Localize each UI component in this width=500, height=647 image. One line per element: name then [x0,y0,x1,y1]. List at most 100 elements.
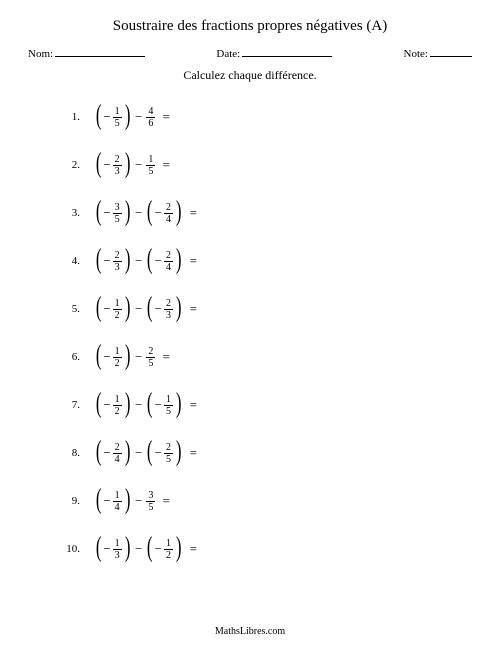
equals-sign: = [159,157,170,173]
expression: (−15)−46 = [94,106,173,129]
negative-sign: − [103,493,110,509]
problem-number: 5. [56,303,80,315]
negative-sign: − [155,397,162,413]
denominator: 2 [113,310,122,321]
negative-sign: − [103,445,110,461]
equals-sign: = [186,253,197,269]
numerator: 3 [113,202,122,213]
problem-row: 6.(−12)−25 = [56,333,472,381]
numerator: 1 [146,154,155,165]
equals-sign: = [186,301,197,317]
minus-operator: − [135,445,142,461]
problem-row: 5. (−12)−(−23) = [56,285,472,333]
problem-number: 1. [56,111,80,123]
negative-sign: − [103,397,110,413]
fraction: 23 [113,154,122,177]
equals-sign: = [186,445,197,461]
fraction: 24 [164,202,173,225]
fraction: 23 [164,298,173,321]
denominator: 5 [164,454,173,465]
problem-number: 6. [56,351,80,363]
date-label: Date: [216,48,240,60]
minus-operator: − [135,397,142,413]
denominator: 4 [113,454,122,465]
expression: (−12)−(−23) = [94,298,200,321]
fraction: 13 [113,538,122,561]
expression: (−14)−35 = [94,490,173,513]
problem-row: 8. (−24)−(−25) = [56,429,472,477]
equals-sign: = [186,397,197,413]
denominator: 5 [113,118,122,129]
grade-field: Note: [404,45,472,60]
numerator: 2 [113,154,122,165]
denominator: 6 [146,118,155,129]
fraction: 12 [164,538,173,561]
problem-number: 10. [56,543,80,555]
numerator: 1 [113,298,122,309]
denominator: 3 [164,310,173,321]
denominator: 4 [164,262,173,273]
minus-operator: − [135,253,142,269]
expression: (−23)−(−24) = [94,250,200,273]
minus-operator: − [135,349,142,365]
problem-number: 7. [56,399,80,411]
fraction: 35 [146,490,155,513]
denominator: 5 [146,502,155,513]
equals-sign: = [186,541,197,557]
fraction: 12 [113,346,122,369]
header-row: Nom: Date: Note: [28,45,472,60]
expression: (−13)−(−12) = [94,538,200,561]
fraction: 14 [113,490,122,513]
negative-sign: − [103,109,110,125]
problem-row: 1. (−15)−46 = [56,93,472,141]
problem-number: 8. [56,447,80,459]
date-field: Date: [216,45,332,60]
expression: (−35)−(−24) = [94,202,200,225]
negative-sign: − [155,205,162,221]
problem-row: 10.(−13)−(−12) = [56,525,472,573]
problem-row: 9.(−14)−35 = [56,477,472,525]
expression: (−23)−15 = [94,154,173,177]
negative-sign: − [103,541,110,557]
fraction: 15 [113,106,122,129]
equals-sign: = [159,349,170,365]
equals-sign: = [186,205,197,221]
problem-number: 9. [56,495,80,507]
page-title: Soustraire des fractions propres négativ… [28,18,472,35]
negative-sign: − [155,445,162,461]
negative-sign: − [103,157,110,173]
fraction: 12 [113,298,122,321]
problem-row: 7.(−12)−(−15) = [56,381,472,429]
numerator: 4 [146,106,155,117]
denominator: 5 [164,406,173,417]
negative-sign: − [103,205,110,221]
denominator: 4 [113,502,122,513]
minus-operator: − [135,205,142,221]
fraction: 25 [146,346,155,369]
numerator: 2 [164,250,173,261]
name-label: Nom: [28,48,53,60]
numerator: 2 [164,202,173,213]
denominator: 5 [146,166,155,177]
numerator: 2 [113,442,122,453]
minus-operator: − [135,157,142,173]
negative-sign: − [155,301,162,317]
expression: (−24)−(−25) = [94,442,200,465]
fraction: 15 [164,394,173,417]
numerator: 2 [164,298,173,309]
numerator: 2 [164,442,173,453]
date-blank[interactable] [242,45,332,57]
negative-sign: − [103,301,110,317]
name-blank[interactable] [55,45,145,57]
minus-operator: − [135,109,142,125]
grade-blank[interactable] [430,45,472,57]
numerator: 2 [113,250,122,261]
denominator: 2 [164,550,173,561]
numerator: 1 [113,394,122,405]
fraction: 46 [146,106,155,129]
numerator: 2 [146,346,155,357]
numerator: 1 [113,346,122,357]
denominator: 2 [113,406,122,417]
negative-sign: − [155,253,162,269]
equals-sign: = [159,109,170,125]
